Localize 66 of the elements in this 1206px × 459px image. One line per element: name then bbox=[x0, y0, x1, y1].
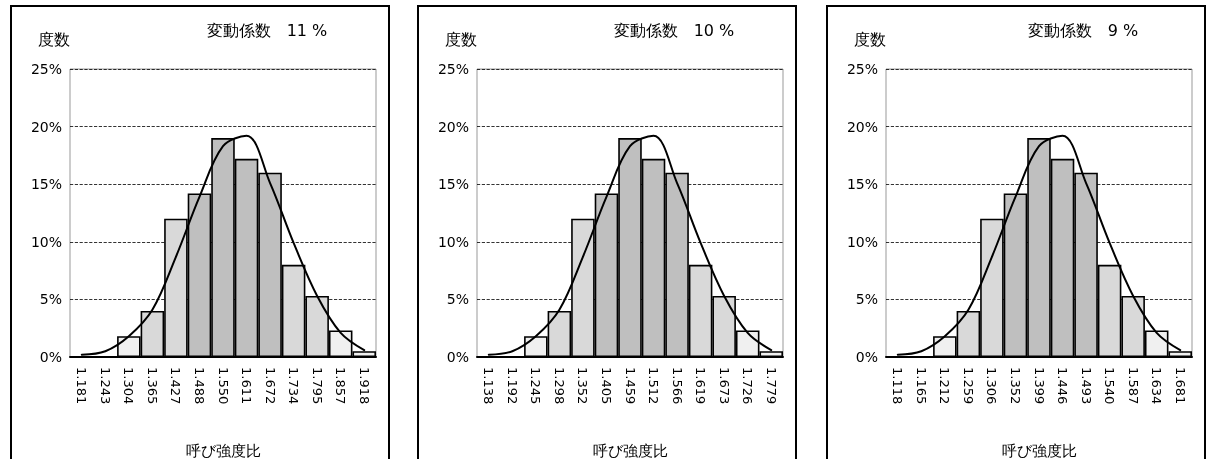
x-tick-label: 1.672 bbox=[262, 367, 278, 405]
y-tick-label: 20% bbox=[30, 118, 62, 135]
y-tick-label: 5% bbox=[446, 291, 469, 308]
chart-title: 変動係数 10 % bbox=[613, 20, 735, 40]
x-tick-label: 1.681 bbox=[1172, 367, 1188, 405]
x-axis-title: 呼び強度比 bbox=[592, 441, 668, 459]
x-tick-label: 1.181 bbox=[74, 367, 90, 405]
chart-title: 変動係数 11 % bbox=[206, 20, 328, 40]
x-tick-label: 1.212 bbox=[937, 367, 953, 405]
x-tick-label: 1.587 bbox=[1125, 367, 1141, 405]
x-tick-label: 1.634 bbox=[1149, 367, 1165, 405]
x-tick-label: 1.243 bbox=[97, 367, 113, 405]
y-axis-title: 度数 bbox=[38, 29, 70, 49]
x-tick-label: 1.192 bbox=[504, 367, 520, 405]
x-tick-label: 1.399 bbox=[1031, 367, 1047, 405]
x-tick-label: 1.165 bbox=[913, 367, 929, 405]
y-tick-label: 10% bbox=[437, 233, 469, 250]
x-tick-label: 1.245 bbox=[528, 367, 544, 405]
x-tick-label: 1.352 bbox=[575, 367, 591, 405]
x-tick-label: 1.512 bbox=[646, 367, 662, 405]
x-tick-label: 1.259 bbox=[960, 367, 976, 405]
x-axis-title: 呼び強度比 bbox=[1001, 441, 1077, 459]
x-tick-label: 1.493 bbox=[1078, 367, 1094, 405]
y-tick-label: 0% bbox=[446, 349, 469, 365]
y-tick-label: 0% bbox=[39, 349, 62, 365]
y-tick-label: 20% bbox=[846, 118, 878, 135]
x-tick-label: 1.540 bbox=[1102, 367, 1118, 405]
y-tick-label: 15% bbox=[846, 176, 878, 193]
y-tick-label: 5% bbox=[39, 291, 62, 308]
x-tick-label: 1.795 bbox=[309, 367, 325, 405]
x-axis-title: 呼び強度比 bbox=[185, 441, 261, 459]
y-tick-label: 10% bbox=[30, 233, 62, 250]
y-tick-label: 25% bbox=[437, 61, 469, 77]
x-tick-label: 1.488 bbox=[191, 367, 207, 405]
chart-title: 変動係数 9 % bbox=[1027, 20, 1139, 40]
y-axis-title: 度数 bbox=[854, 29, 886, 49]
y-tick-label: 15% bbox=[30, 176, 62, 193]
x-tick-label: 1.365 bbox=[144, 367, 160, 405]
y-tick-label: 20% bbox=[437, 118, 469, 135]
x-tick-label: 1.405 bbox=[598, 367, 614, 405]
x-tick-label: 1.446 bbox=[1055, 367, 1071, 405]
x-tick-label: 1.611 bbox=[239, 367, 255, 405]
x-tick-label: 1.118 bbox=[890, 367, 906, 405]
x-tick-label: 1.918 bbox=[356, 367, 372, 405]
y-axis-title: 度数 bbox=[445, 29, 477, 49]
x-tick-label: 1.779 bbox=[763, 367, 779, 405]
x-tick-label: 1.550 bbox=[215, 367, 231, 405]
x-tick-label: 1.459 bbox=[622, 367, 638, 405]
x-tick-label: 1.304 bbox=[121, 367, 137, 405]
y-tick-label: 15% bbox=[437, 176, 469, 193]
x-tick-label: 1.857 bbox=[333, 367, 349, 405]
x-tick-label: 1.427 bbox=[168, 367, 184, 405]
x-tick-label: 1.352 bbox=[1007, 367, 1023, 405]
y-tick-label: 25% bbox=[30, 61, 62, 77]
x-tick-label: 1.673 bbox=[716, 367, 732, 405]
x-tick-label: 1.726 bbox=[740, 367, 756, 405]
x-tick-label: 1.734 bbox=[286, 367, 302, 405]
x-tick-label: 1.298 bbox=[551, 367, 567, 405]
y-tick-label: 10% bbox=[846, 233, 878, 250]
x-tick-label: 1.306 bbox=[984, 367, 1000, 405]
x-tick-label: 1.566 bbox=[669, 367, 685, 405]
y-tick-label: 25% bbox=[846, 61, 878, 77]
x-tick-label: 1.619 bbox=[693, 367, 709, 405]
y-tick-label: 0% bbox=[855, 349, 878, 365]
y-tick-label: 5% bbox=[855, 291, 878, 308]
x-tick-label: 1.138 bbox=[481, 367, 497, 405]
